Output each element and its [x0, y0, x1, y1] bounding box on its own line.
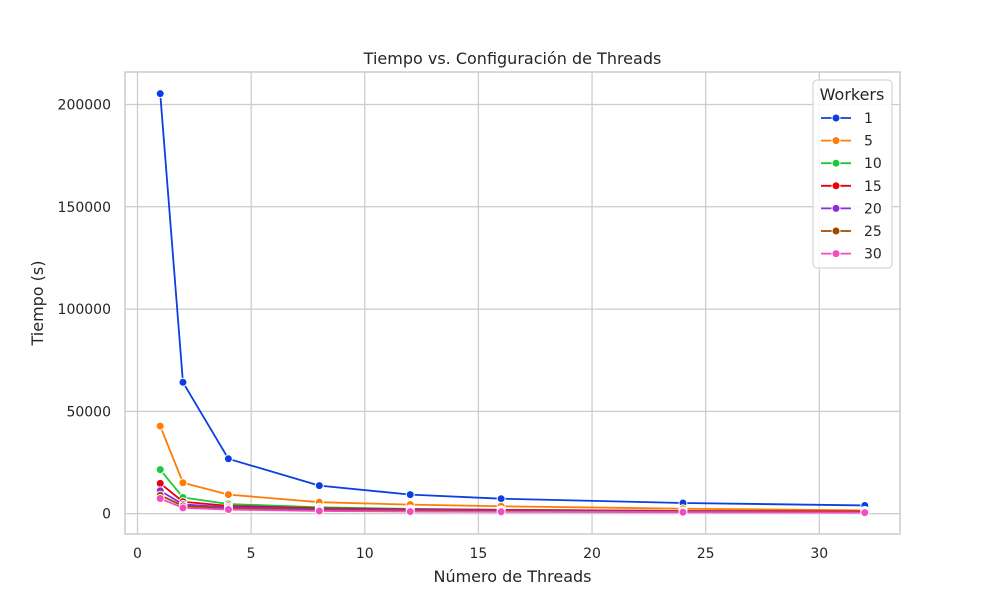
legend-item-1: 1 [821, 111, 873, 127]
data-point [405, 507, 415, 517]
y-tick-label: 50000 [66, 404, 111, 420]
legend-marker [831, 203, 841, 213]
legend-marker [831, 226, 841, 236]
data-point [314, 506, 324, 516]
legend-marker [831, 158, 841, 168]
data-point [223, 454, 233, 464]
legend-marker [831, 136, 841, 146]
legend-item-20: 20 [821, 201, 882, 217]
y-axis: 0 50000 100000 150000 200000 [58, 98, 111, 523]
x-axis-title: Número de Threads [433, 567, 591, 586]
data-point [155, 493, 165, 503]
series-lines [155, 89, 870, 518]
data-point [155, 421, 165, 431]
legend-marker [831, 249, 841, 259]
x-tick-label: 20 [583, 546, 601, 562]
x-axis: 0 5 10 15 20 25 30 [133, 546, 828, 562]
data-point [860, 508, 870, 518]
legend-box [812, 79, 893, 269]
legend-label: 20 [864, 201, 882, 217]
x-tick-label: 0 [133, 546, 142, 562]
data-point [223, 490, 233, 500]
series-30 [155, 493, 870, 518]
legend-label: 5 [864, 134, 873, 150]
legend-marker [831, 181, 841, 191]
y-tick-label: 200000 [58, 98, 111, 114]
legend-item-25: 25 [821, 224, 882, 240]
legend-item-30: 30 [821, 247, 882, 263]
data-point [405, 490, 415, 500]
data-point [155, 465, 165, 475]
y-tick-label: 100000 [58, 302, 111, 318]
chart-title: Tiempo vs. Configuración de Threads [363, 49, 662, 68]
x-tick-label: 30 [810, 546, 828, 562]
grid [125, 72, 900, 534]
data-point [178, 478, 188, 488]
data-point [178, 377, 188, 387]
legend-item-10: 10 [821, 156, 882, 172]
legend-label: 15 [864, 179, 882, 195]
data-point [496, 507, 506, 517]
data-point [155, 89, 165, 99]
series-1 [155, 89, 870, 510]
y-axis-title: Tiempo (s) [28, 260, 47, 346]
legend-item-15: 15 [821, 179, 882, 195]
legend-label: 25 [864, 224, 882, 240]
data-point [223, 505, 233, 515]
data-point [678, 507, 688, 517]
data-point [178, 503, 188, 513]
data-point [496, 494, 506, 504]
series-line-10 [159, 469, 865, 513]
y-tick-label: 0 [102, 507, 111, 523]
data-point [155, 478, 165, 488]
legend-item-5: 5 [821, 134, 873, 150]
legend-label: 10 [864, 156, 882, 172]
x-tick-label: 25 [697, 546, 715, 562]
series-line-1 [159, 93, 865, 507]
legend-label: 30 [864, 247, 882, 263]
x-tick-label: 10 [356, 546, 374, 562]
y-tick-label: 150000 [58, 200, 111, 216]
series-line-30 [159, 497, 865, 514]
legend-marker [831, 113, 841, 123]
legend-label: 1 [864, 111, 873, 127]
legend-title: Workers [820, 85, 885, 104]
data-point [314, 481, 324, 491]
series-line-5 [159, 425, 865, 512]
x-tick-label: 15 [469, 546, 487, 562]
plot-area-frame [124, 71, 901, 535]
x-tick-label: 5 [247, 546, 256, 562]
